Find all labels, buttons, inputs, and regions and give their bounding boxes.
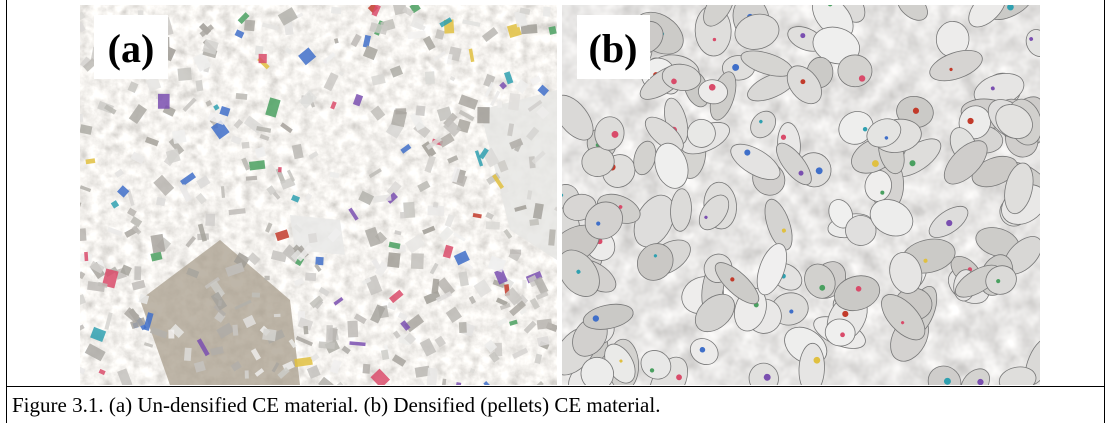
flake	[168, 330, 174, 339]
flake	[510, 249, 521, 254]
flake	[232, 325, 238, 336]
flake	[347, 321, 358, 338]
figure: (a) (b) Figure 3.1. (a) Un-densified CE …	[0, 0, 1108, 423]
flake	[425, 71, 435, 84]
flake	[264, 276, 269, 280]
flake	[242, 142, 250, 149]
flake	[184, 348, 192, 361]
flake	[278, 167, 282, 172]
flake	[78, 228, 86, 241]
flake	[244, 20, 255, 32]
flake	[315, 257, 323, 266]
flake	[395, 108, 406, 114]
flake	[236, 93, 248, 100]
flake	[486, 221, 500, 229]
flake	[537, 319, 553, 330]
flake	[477, 107, 489, 123]
flake	[262, 328, 276, 341]
flake	[427, 368, 438, 386]
flake	[508, 93, 520, 111]
flake	[303, 326, 308, 335]
flake	[249, 160, 265, 170]
flake	[529, 219, 539, 226]
flake	[305, 273, 316, 282]
flake	[416, 105, 426, 116]
flake	[84, 252, 88, 261]
flake	[274, 314, 281, 317]
flake	[497, 101, 502, 108]
flake	[245, 370, 249, 378]
flake	[387, 252, 400, 268]
flake	[400, 212, 406, 219]
flake	[177, 68, 191, 81]
flake	[308, 233, 318, 243]
flake	[319, 341, 335, 349]
panel-label: (a)	[108, 26, 155, 71]
flake	[433, 202, 439, 208]
flake	[456, 382, 462, 389]
flake	[134, 266, 141, 280]
pellet-speck	[1040, 356, 1047, 363]
flake	[459, 322, 467, 333]
flake	[158, 94, 170, 109]
flake	[363, 364, 371, 374]
flake	[522, 280, 526, 289]
flake	[259, 54, 267, 63]
flake	[61, 35, 82, 55]
flake	[75, 114, 83, 122]
flake	[543, 7, 551, 17]
flake	[205, 214, 215, 226]
caption: Figure 3.1. (a) Un-densified CE material…	[12, 393, 660, 417]
panel-label: (b)	[589, 26, 638, 71]
flake	[172, 130, 187, 144]
flake	[326, 325, 333, 342]
flake	[252, 292, 260, 297]
flake	[331, 7, 342, 14]
flake	[411, 253, 424, 269]
